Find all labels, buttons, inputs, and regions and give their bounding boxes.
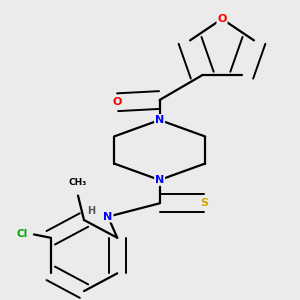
Text: CH₃: CH₃ (69, 178, 87, 187)
Text: Cl: Cl (16, 230, 28, 239)
Text: O: O (217, 14, 227, 24)
Text: H: H (87, 206, 95, 216)
Text: N: N (155, 115, 164, 125)
Text: S: S (200, 198, 208, 208)
Text: N: N (155, 175, 164, 185)
Text: O: O (113, 97, 122, 107)
Text: N: N (103, 212, 112, 222)
